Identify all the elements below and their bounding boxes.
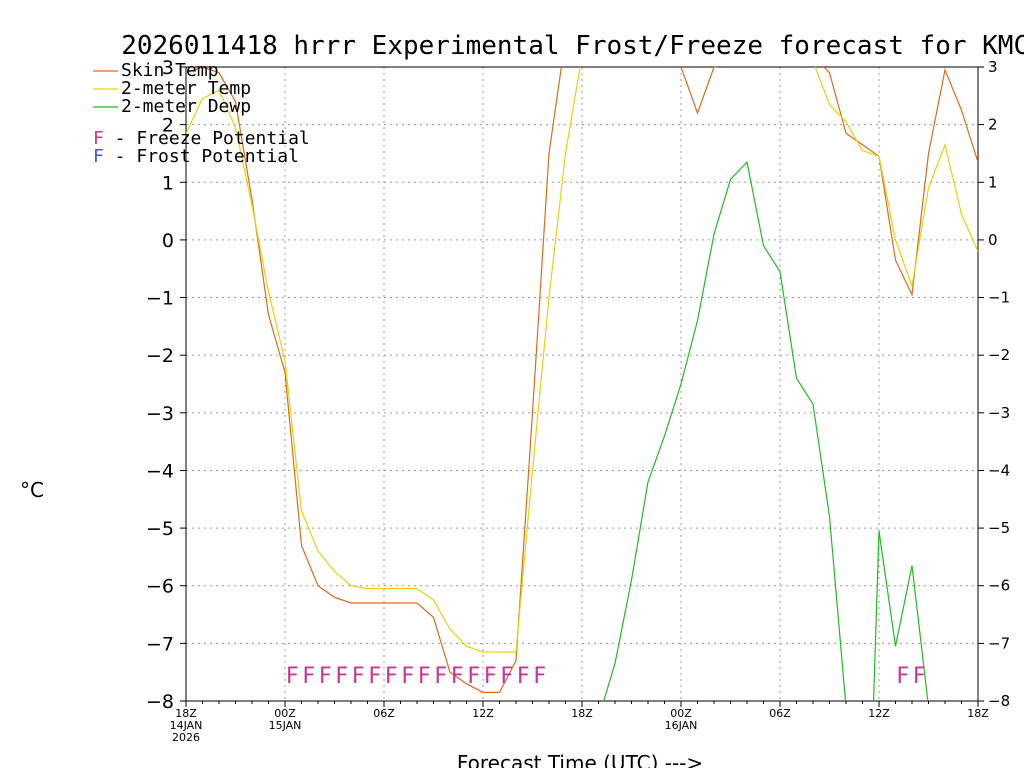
freeze-flag: F <box>517 664 530 689</box>
y-tick-label-right: 3 <box>988 58 998 76</box>
freeze-flag: F <box>369 664 382 689</box>
y-tick-label: 1 <box>162 172 174 194</box>
freeze-flag: F <box>468 664 481 689</box>
x-tick-label: 12Z <box>472 707 494 720</box>
y-tick-label-right: 1 <box>988 173 998 191</box>
series-skin-temp <box>186 67 978 693</box>
freeze-flag: F <box>385 664 398 689</box>
y-tick-label: −8 <box>146 691 174 713</box>
legend-label: 2-meter Dewp <box>121 96 251 117</box>
x-tick-label: 18Z <box>571 707 593 720</box>
y-axis-left: −8 −7 −6 −5 −4 −3 −2 −1 0 1 2 3 <box>146 57 186 713</box>
freeze-flag: F <box>451 664 464 689</box>
series-2-meter-dewp <box>603 160 978 701</box>
y-tick-label-right: −5 <box>988 519 1010 537</box>
freeze-flag: F <box>484 664 497 689</box>
freeze-flag: F <box>897 664 910 689</box>
flag-legend-symbol: F <box>93 146 104 167</box>
y-tick-label: −6 <box>146 576 174 598</box>
x-tick-label: 12Z <box>868 707 890 720</box>
x-tick-label: 14JAN <box>170 719 203 732</box>
x-tick-label: 15JAN <box>269 719 302 732</box>
y-tick-label-right: −2 <box>988 346 1010 364</box>
y-axis-right: −8 −7 −6 −5 −4 −3 −2 −1 0 1 2 3 <box>978 58 1010 710</box>
flag-legend-text: - Freeze Potential <box>104 128 310 149</box>
x-tick-label: 18Z <box>967 707 989 720</box>
x-tick-label: 18Z <box>175 707 197 720</box>
chart-title: 2026011418 hrrr Experimental Frost/Freez… <box>121 31 1024 61</box>
x-tick-label: 06Z <box>373 707 395 720</box>
x-tick-label: 06Z <box>769 707 791 720</box>
legend-label: 2-meter Temp <box>121 78 251 99</box>
y-tick-label-right: −6 <box>988 577 1010 595</box>
freeze-flag: F <box>336 664 349 689</box>
y-tick-label-right: −8 <box>988 692 1010 710</box>
x-tick-label: 00Z <box>274 707 296 720</box>
freeze-flag: F <box>286 664 299 689</box>
freeze-flag: F <box>352 664 365 689</box>
x-axis-label: Forecast Time (UTC) ---> <box>457 751 703 768</box>
y-tick-label-right: −3 <box>988 404 1010 422</box>
grid-lines <box>186 67 978 701</box>
x-tick-label: 00Z <box>670 707 692 720</box>
flag-legend-item: F - Frost Potential <box>93 146 299 167</box>
flag-legend-item: F - Freeze Potential <box>93 128 310 149</box>
freeze-flag: F <box>303 664 316 689</box>
freeze-flag: F <box>418 664 431 689</box>
x-tick-label: 2026 <box>172 731 200 744</box>
freeze-flag: F <box>402 664 415 689</box>
y-tick-label: −2 <box>146 345 174 367</box>
y-tick-label: −4 <box>146 460 174 482</box>
flag-legend-symbol: F <box>93 128 104 149</box>
y-tick-label-right: 0 <box>988 231 998 249</box>
y-tick-label: 2 <box>162 115 174 137</box>
series-2-meter-temp <box>186 67 978 653</box>
series-lines <box>186 67 978 701</box>
y-tick-label: −5 <box>146 518 174 540</box>
y-tick-label-right: −1 <box>988 289 1010 307</box>
freeze-flag: F <box>501 664 514 689</box>
y-tick-label: −3 <box>146 403 174 425</box>
y-tick-label: −7 <box>146 633 174 655</box>
y-tick-label-right: −4 <box>988 461 1010 479</box>
freeze-flag: F <box>913 664 926 689</box>
freeze-flag: F <box>435 664 448 689</box>
plot-frame <box>185 66 979 702</box>
y-tick-label-right: 2 <box>988 116 998 134</box>
y-tick-label: 0 <box>162 230 174 252</box>
y-tick-label: 3 <box>162 57 174 79</box>
y-axis-label: °C <box>20 478 44 502</box>
legend-label: Skin Temp <box>121 60 219 81</box>
freeze-flag: F <box>534 664 547 689</box>
y-tick-label: −1 <box>146 288 174 310</box>
freeze-flag: F <box>319 664 332 689</box>
y-tick-label-right: −7 <box>988 634 1010 652</box>
x-tick-label: 16JAN <box>665 719 698 732</box>
flag-legend-text: - Frost Potential <box>104 146 299 167</box>
